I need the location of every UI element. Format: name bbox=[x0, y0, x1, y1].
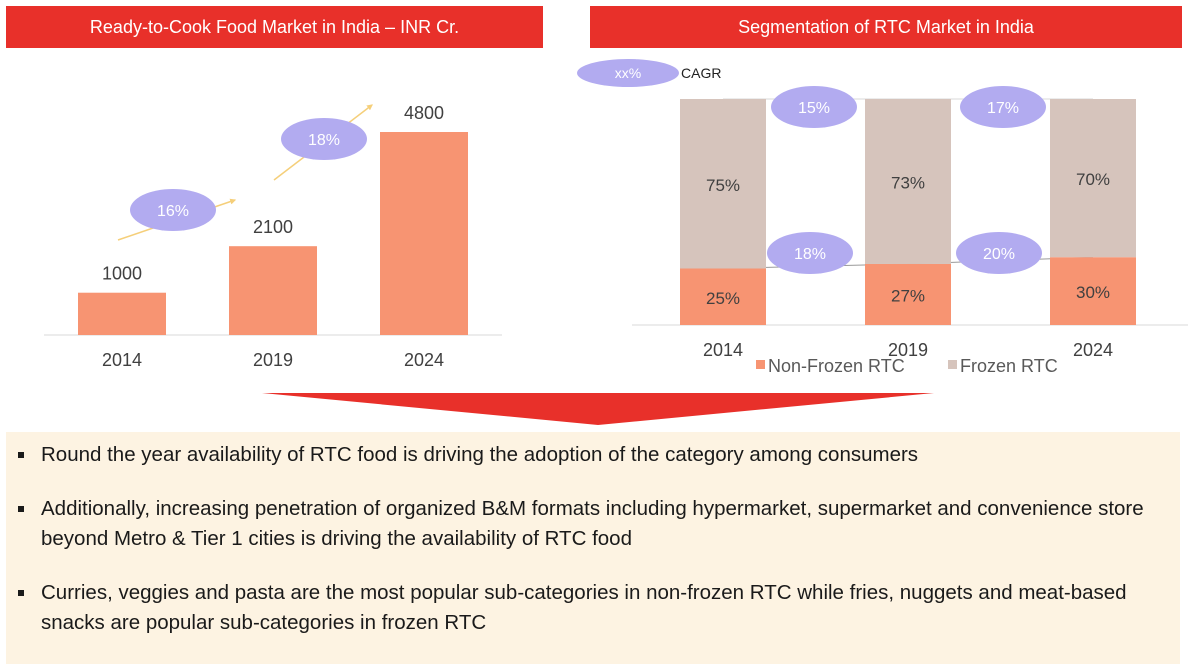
cagr-key-bubble bbox=[577, 59, 679, 87]
right-bar-frozen-2014 bbox=[680, 99, 766, 269]
right-nonfrozen-label-2019: 27% bbox=[891, 286, 925, 305]
bullet-square-icon bbox=[18, 506, 24, 512]
left-bar-value-2019: 2100 bbox=[253, 217, 293, 237]
bullet-square-icon bbox=[18, 590, 24, 596]
right-nonfrozen-label-2014: 25% bbox=[706, 289, 740, 308]
right-bar-nonfrozen-2014 bbox=[680, 268, 766, 325]
right-x-tick-2014: 2014 bbox=[703, 340, 743, 360]
right-nonfrozen-label-2024: 30% bbox=[1076, 283, 1110, 302]
left-bar-2014 bbox=[78, 292, 166, 335]
down-arrow-divider bbox=[262, 393, 934, 425]
right-cagr-bubble-4 bbox=[956, 232, 1042, 274]
insight-bullet-2: Additionally, increasing penetration of … bbox=[18, 494, 1148, 554]
right-frozen-label-2019: 73% bbox=[891, 173, 925, 192]
insights-panel: Round the year availability of RTC food … bbox=[6, 432, 1180, 664]
cagr-key-bubble-text: xx% bbox=[615, 65, 641, 81]
left-cagr-bubble-2 bbox=[281, 118, 367, 160]
right-cagr-bubble-2 bbox=[960, 86, 1046, 128]
left-x-tick-2019: 2019 bbox=[253, 350, 293, 370]
left-bar-value-2024: 4800 bbox=[404, 103, 444, 123]
legend-nonfrozen-label: Non-Frozen RTC bbox=[768, 356, 905, 376]
insight-text-2: Additionally, increasing penetration of … bbox=[41, 497, 1144, 550]
right-bar-frozen-2019 bbox=[865, 99, 951, 264]
left-bar-2019 bbox=[229, 246, 317, 335]
left-cagr-bubble-1 bbox=[130, 189, 216, 231]
left-chart-header: Ready-to-Cook Food Market in India – INR… bbox=[6, 6, 543, 48]
right-cagr-label-3: 18% bbox=[794, 246, 826, 263]
left-cagr-label-2: 18% bbox=[308, 132, 340, 149]
right-x-tick-2024: 2024 bbox=[1073, 340, 1113, 360]
left-x-tick-2024: 2024 bbox=[404, 350, 444, 370]
insight-bullet-3: Curries, veggies and pasta are the most … bbox=[18, 578, 1148, 638]
left-bar-value-2014: 1000 bbox=[102, 264, 142, 284]
legend-nonfrozen-swatch bbox=[756, 360, 765, 369]
right-cagr-label-2: 17% bbox=[987, 100, 1019, 117]
insight-text-1: Round the year availability of RTC food … bbox=[41, 443, 919, 466]
legend-frozen-swatch bbox=[948, 360, 957, 369]
cagr-key-label: CAGR bbox=[681, 65, 721, 81]
right-cagr-label-1: 15% bbox=[798, 100, 830, 117]
left-bar-2024 bbox=[380, 132, 468, 335]
right-bar-nonfrozen-2024 bbox=[1050, 257, 1136, 325]
left-cagr-label-1: 16% bbox=[157, 203, 189, 220]
right-frozen-label-2024: 70% bbox=[1076, 170, 1110, 189]
left-x-tick-2014: 2014 bbox=[102, 350, 142, 370]
right-bar-frozen-2024 bbox=[1050, 99, 1136, 258]
legend-frozen-label: Frozen RTC bbox=[960, 356, 1058, 376]
right-cagr-bubble-3 bbox=[767, 232, 853, 274]
right-chart-header: Segmentation of RTC Market in India bbox=[590, 6, 1182, 48]
right-cagr-bubble-1 bbox=[771, 86, 857, 128]
right-x-tick-2019: 2019 bbox=[888, 340, 928, 360]
insight-text-3: Curries, veggies and pasta are the most … bbox=[41, 581, 1127, 634]
insight-bullet-1: Round the year availability of RTC food … bbox=[18, 440, 1148, 470]
bullet-square-icon bbox=[18, 452, 24, 458]
right-bar-nonfrozen-2019 bbox=[865, 263, 951, 325]
charts-canvas: 1000 2014 2100 2019 4800 2024 16% 18% 25% 75% 2014… bbox=[44, 59, 1188, 376]
insights-list: Round the year availability of RTC food … bbox=[18, 440, 1148, 662]
right-frozen-label-2014: 75% bbox=[706, 176, 740, 195]
right-cagr-label-4: 20% bbox=[983, 246, 1015, 263]
